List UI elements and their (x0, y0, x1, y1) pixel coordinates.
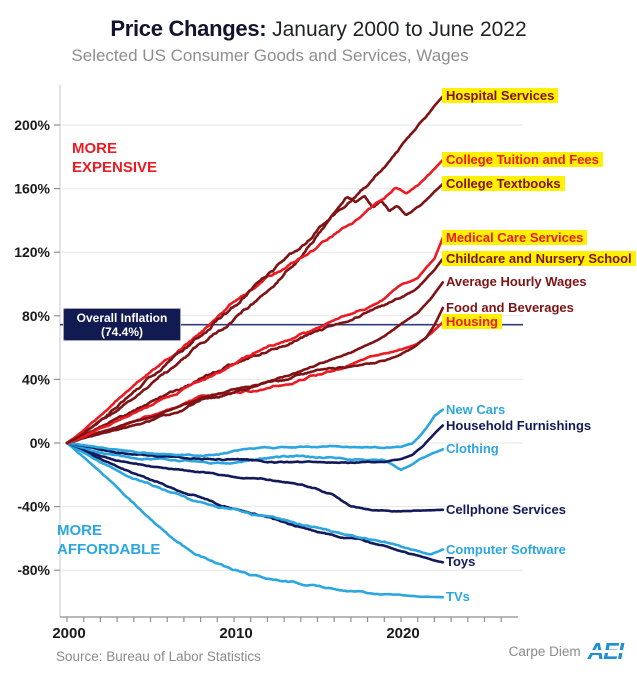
series-average-hourly-wages (65, 281, 445, 445)
y-tick-label: 40% (22, 371, 51, 387)
annotation-more-expensive: MORE EXPENSIVE (72, 140, 158, 176)
series-childcare-and-nursery-school (65, 257, 445, 445)
label-medical-care-services: Medical Care Services (442, 230, 588, 245)
y-tick-label: 80% (22, 308, 51, 324)
series-medical-care-services (65, 236, 445, 445)
title-emphasis: Price Changes: (110, 16, 267, 41)
source-note: Source: Bureau of Labor Statistics (56, 649, 261, 664)
label-cellphone-services: Cellphone Services (446, 502, 566, 517)
page-subtitle: Selected US Consumer Goods and Services,… (71, 46, 469, 65)
label-college-tuition-and-fees: College Tuition and Fees (442, 152, 603, 167)
label-new-cars: New Cars (446, 402, 506, 417)
label-hospital-services: Hospital Services (442, 88, 559, 103)
label-college-textbooks: College Textbooks (442, 176, 565, 191)
series-household-furnishings (65, 424, 445, 465)
aei-logo: AEI (587, 638, 624, 664)
label-food-and-beverages: Food and Beverages (446, 300, 574, 315)
overall-inflation-value: (74.4%) (100, 324, 144, 339)
page-title: Price Changes: January 2000 to June 2022 (0, 16, 637, 42)
series-hospital-services (65, 95, 445, 445)
series-tvs (65, 441, 445, 599)
credit-block: Carpe Diem AEI (508, 638, 624, 664)
label-computer-software: Computer Software (446, 542, 566, 557)
title-rest: January 2000 to June 2022 (266, 18, 527, 41)
label-tvs: TVs (446, 589, 470, 604)
label-housing: Housing (442, 314, 502, 329)
carpe-diem-credit: Carpe Diem (508, 643, 581, 659)
label-toys: Toys (446, 554, 476, 569)
label-average-hourly-wages: Average Hourly Wages (446, 274, 587, 289)
annotation-more-affordable: MORE AFFORDABLE (57, 522, 161, 558)
series-college-tuition-and-fees (65, 158, 445, 445)
y-tick-label: -80% (17, 562, 50, 578)
y-tick-label: -40% (17, 499, 50, 515)
overall-inflation-callout: Overall Inflation (74.4%) (63, 308, 181, 341)
x-tick-label: 2010 (219, 625, 252, 642)
y-tick-label: 160% (14, 181, 50, 197)
series-computer-software (65, 441, 445, 556)
label-childcare-and-nursery-school: Childcare and Nursery School (442, 251, 636, 266)
label-clothing: Clothing (446, 441, 499, 456)
y-tick-label: 0% (30, 435, 51, 451)
series-cellphone-services (65, 441, 445, 513)
overall-inflation-label: Overall Inflation (76, 310, 168, 325)
y-tick-label: 120% (14, 244, 50, 260)
series-new-cars (65, 408, 445, 458)
x-tick-label: 2020 (386, 625, 419, 642)
label-household-furnishings: Household Furnishings (446, 418, 592, 433)
y-tick-label: 200% (14, 117, 50, 133)
x-tick-label: 2000 (52, 625, 85, 642)
